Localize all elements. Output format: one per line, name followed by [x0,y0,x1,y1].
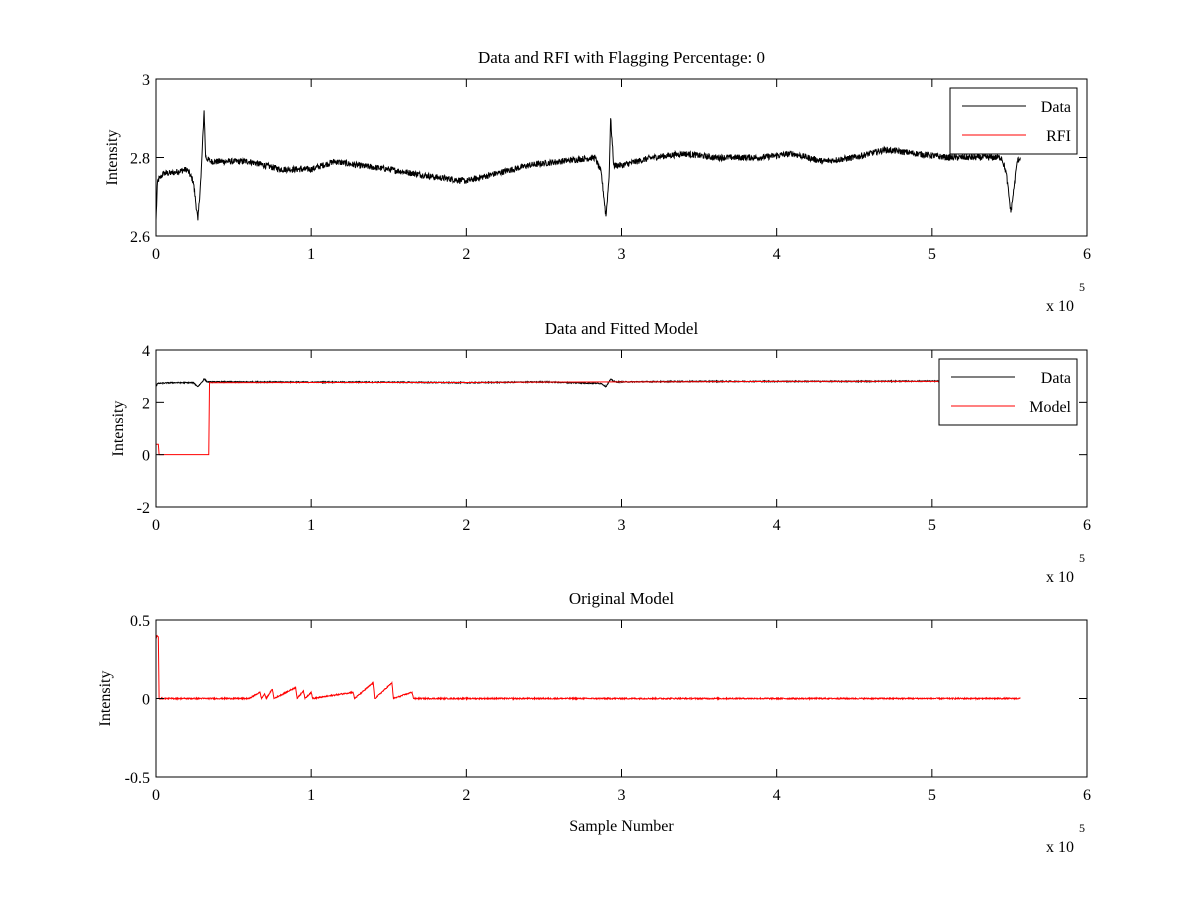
x-multiplier-label: x 10 [1046,839,1074,856]
legend-box [949,87,1078,155]
series-line-data-1 [156,110,1021,221]
y-tick-label: 4 [142,343,150,360]
x-tick-label: 0 [152,246,160,263]
x-tick-label: 0 [152,517,160,534]
chart-panel-1: 0 1 2 3 4 5 6 2.6 2.8 3 x 10 5 Data and RFI with Fla… [104,48,1091,315]
x-tick-label: 0 [152,787,160,804]
x-tick-label: 2 [462,246,470,263]
x-tick-label: 1 [307,787,315,804]
x-tick-label: 6 [1083,246,1091,263]
x-tick-label: 6 [1083,787,1091,804]
y-axis-label: Intensity [97,671,114,727]
x-tick-label: 3 [618,246,626,263]
legend: Data RFI [949,87,1078,155]
x-tick-label: 4 [773,787,781,804]
y-tick-label: 2 [142,395,150,412]
series-line-model-2 [156,380,1021,456]
x-tick-label: 4 [773,246,781,263]
legend-box [938,358,1078,426]
y-tick-label: 3 [142,72,150,89]
chart-title: Data and Fitted Model [545,319,699,338]
y-tick-label: 2.6 [130,229,150,246]
y-tick-label: 0 [142,448,150,465]
x-tick-label: 5 [928,246,936,263]
x-tick-label: 2 [462,787,470,804]
y-tick-label: -0.5 [125,770,150,787]
x-multiplier-exponent: 5 [1079,551,1085,565]
x-tick-label: 3 [618,787,626,804]
x-tick-label: 5 [928,517,936,534]
x-axis-label: Sample Number [569,818,674,835]
legend-label-data: Data [1041,370,1071,387]
x-tick-label: 4 [773,517,781,534]
x-tick-label: 5 [928,787,936,804]
x-multiplier-exponent: 5 [1079,821,1085,835]
x-multiplier-exponent: 5 [1079,280,1085,294]
legend: Data Model [938,358,1078,426]
x-tick-label: 2 [462,517,470,534]
legend-label-data: Data [1041,99,1071,116]
y-tick-label: 0 [142,692,150,709]
x-multiplier-label: x 10 [1046,298,1074,315]
y-tick-label: 0.5 [130,613,150,630]
x-tick-label: 1 [307,246,315,263]
chart-title: Original Model [569,589,675,608]
y-tick-label: -2 [137,500,150,517]
x-multiplier-label: x 10 [1046,569,1074,586]
x-tick-label: 6 [1083,517,1091,534]
chart-title: Data and RFI with Flagging Percentage: 0 [478,48,765,67]
series-line-model-3 [156,634,1021,701]
x-tick-label: 3 [618,517,626,534]
y-axis-label: Intensity [104,130,121,186]
y-tick-label: 2.8 [130,151,150,168]
legend-label-model: Model [1029,399,1071,416]
y-axis-label: Intensity [110,401,127,457]
x-tick-label: 1 [307,517,315,534]
legend-label-rfi: RFI [1046,128,1071,145]
